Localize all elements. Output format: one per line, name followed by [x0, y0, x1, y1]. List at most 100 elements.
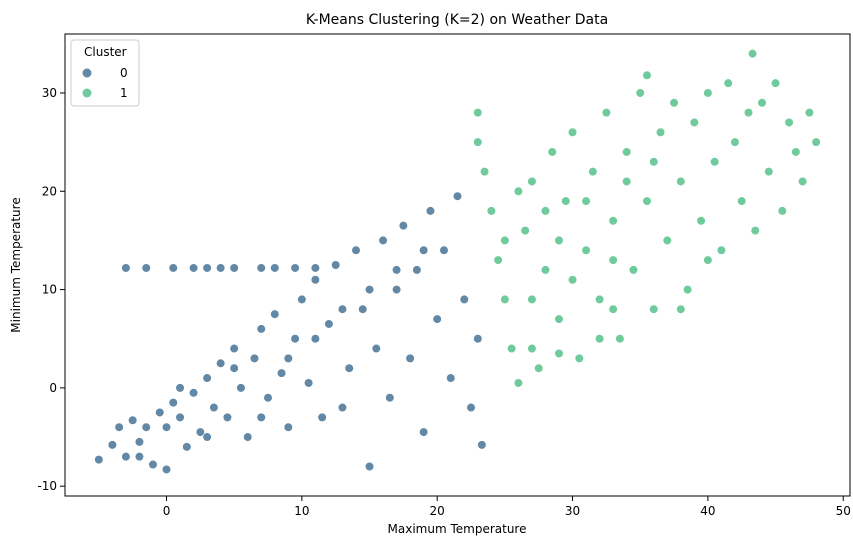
- data-point-cluster-1: [703, 255, 713, 265]
- data-point-cluster-1: [513, 378, 524, 388]
- data-point-cluster-0: [398, 221, 408, 231]
- data-point-cluster-0: [391, 284, 402, 295]
- data-point-cluster-1: [574, 353, 584, 363]
- data-point-cluster-1: [567, 127, 578, 137]
- data-point-cluster-1: [581, 245, 591, 255]
- data-point-cluster-1: [554, 314, 564, 324]
- legend-marker-0: [82, 68, 92, 78]
- data-point-cluster-0: [310, 334, 320, 344]
- data-point-cluster-1: [493, 255, 503, 265]
- data-point-cluster-1: [791, 147, 801, 157]
- data-point-cluster-0: [419, 245, 429, 255]
- data-point-cluster-0: [378, 235, 388, 246]
- data-point-cluster-0: [209, 402, 219, 413]
- data-point-cluster-0: [276, 368, 287, 378]
- series-1: [473, 49, 821, 388]
- data-point-cluster-0: [175, 383, 185, 393]
- data-point-cluster-1: [811, 137, 821, 147]
- data-point-cluster-0: [161, 464, 172, 475]
- data-point-cluster-0: [121, 452, 131, 462]
- data-point-cluster-1: [628, 265, 639, 275]
- y-axis-ticks: -10 0 10 20 30: [37, 86, 65, 493]
- x-axis-label: Maximum Temperature: [388, 522, 527, 536]
- data-point-cluster-1: [669, 98, 679, 108]
- data-point-cluster-1: [750, 225, 760, 236]
- data-point-cluster-0: [229, 263, 239, 273]
- data-point-cluster-0: [222, 412, 233, 422]
- points-layer: [94, 49, 821, 475]
- data-point-cluster-0: [188, 263, 199, 273]
- y-tick-label: -10: [37, 479, 57, 493]
- data-point-cluster-0: [405, 353, 415, 363]
- data-point-cluster-1: [757, 98, 767, 108]
- data-point-cluster-0: [473, 334, 483, 344]
- data-point-cluster-0: [290, 334, 300, 344]
- y-tick-label: 20: [42, 184, 57, 198]
- data-point-cluster-1: [689, 117, 699, 128]
- data-point-cluster-0: [141, 263, 151, 273]
- data-point-cluster-1: [655, 127, 666, 137]
- data-point-cluster-1: [608, 304, 618, 314]
- data-point-cluster-1: [595, 334, 605, 344]
- data-point-cluster-1: [649, 304, 659, 314]
- data-point-cluster-0: [216, 358, 226, 368]
- data-point-cluster-0: [439, 245, 449, 255]
- data-point-cluster-1: [622, 176, 632, 187]
- data-point-cluster-1: [527, 294, 537, 305]
- legend-entry-0: 0: [120, 66, 128, 80]
- data-point-cluster-0: [202, 373, 212, 383]
- data-point-cluster-1: [534, 363, 544, 373]
- x-tick-label: 30: [565, 504, 580, 518]
- y-tick-label: 0: [49, 381, 57, 395]
- data-point-cluster-1: [581, 196, 591, 206]
- data-point-cluster-1: [540, 265, 551, 275]
- data-point-cluster-1: [764, 167, 774, 177]
- data-point-cluster-0: [161, 422, 172, 432]
- data-point-cluster-1: [730, 137, 740, 147]
- data-point-cluster-0: [310, 263, 320, 273]
- data-point-cluster-0: [141, 422, 151, 432]
- data-point-cluster-1: [561, 196, 571, 206]
- data-point-cluster-0: [283, 422, 293, 432]
- data-point-cluster-0: [256, 324, 266, 334]
- data-point-cluster-0: [358, 304, 368, 314]
- data-point-cluster-0: [324, 319, 334, 329]
- data-point-cluster-0: [297, 294, 307, 305]
- legend-marker-1: [82, 88, 92, 98]
- series-0: [94, 191, 487, 475]
- y-tick-label: 30: [42, 86, 57, 100]
- data-point-cluster-1: [507, 343, 517, 354]
- data-point-cluster-1: [696, 216, 706, 226]
- data-point-cluster-0: [182, 442, 192, 452]
- data-point-cluster-0: [317, 412, 327, 422]
- x-axis-ticks: 0 10 20 30 40 50: [163, 496, 851, 518]
- data-point-cluster-0: [477, 440, 487, 450]
- data-point-cluster-1: [649, 157, 659, 167]
- data-point-cluster-0: [256, 263, 266, 273]
- data-point-cluster-0: [364, 461, 375, 472]
- data-point-cluster-1: [662, 235, 672, 246]
- legend: Cluster 0 1: [70, 39, 140, 107]
- y-axis-label: Minimum Temperature: [9, 197, 23, 332]
- data-point-cluster-0: [344, 363, 354, 373]
- data-point-cluster-1: [513, 186, 524, 196]
- data-point-cluster-0: [202, 432, 212, 442]
- data-point-cluster-0: [419, 427, 429, 437]
- data-point-cluster-0: [364, 284, 375, 295]
- data-point-cluster-0: [229, 343, 239, 354]
- data-point-cluster-0: [256, 412, 266, 422]
- data-point-cluster-0: [270, 263, 280, 273]
- data-point-cluster-1: [547, 147, 557, 157]
- x-tick-label: 20: [430, 504, 445, 518]
- data-point-cluster-0: [229, 363, 239, 373]
- data-point-cluster-1: [784, 117, 794, 128]
- data-point-cluster-0: [134, 452, 145, 462]
- data-point-cluster-1: [601, 108, 611, 118]
- data-point-cluster-0: [446, 373, 456, 383]
- data-point-cluster-0: [188, 388, 199, 398]
- data-point-cluster-0: [236, 383, 246, 393]
- data-point-cluster-0: [128, 415, 138, 425]
- data-point-cluster-0: [202, 263, 212, 273]
- data-point-cluster-1: [777, 206, 787, 216]
